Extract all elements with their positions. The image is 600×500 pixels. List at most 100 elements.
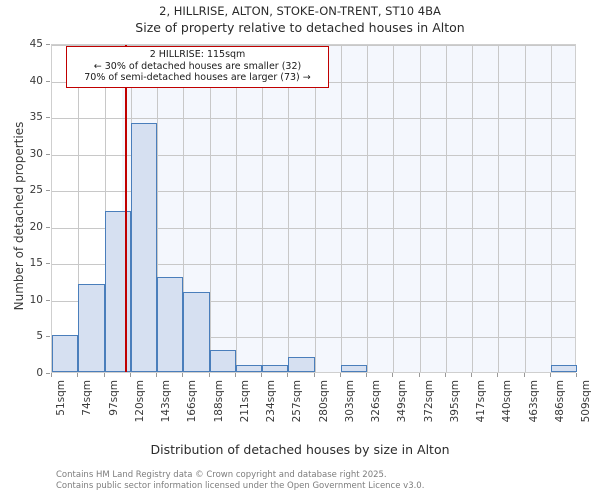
x-axis-tick-mark	[287, 373, 289, 377]
y-axis-tick-mark	[46, 226, 50, 228]
x-axis-tick-mark	[156, 373, 157, 377]
gridline-vertical	[262, 45, 263, 372]
gridline-horizontal	[52, 300, 575, 302]
footer-line-1: Contains HM Land Registry data © Crown c…	[56, 470, 387, 480]
x-axis-tick-label: 97sqm	[107, 380, 120, 416]
gridline-vertical	[419, 45, 421, 372]
annotation-line-2: ← 30% of detached houses are smaller (32…	[93, 60, 302, 72]
gridline-horizontal	[52, 118, 575, 120]
gridline-horizontal	[52, 191, 575, 193]
x-axis-tick-mark	[103, 373, 105, 377]
gridline-vertical	[235, 45, 237, 372]
histogram-bar	[157, 276, 184, 372]
x-axis-tick-label: 463sqm	[527, 380, 540, 423]
x-axis-tick-label: 326sqm	[370, 380, 382, 423]
histogram-bar	[130, 123, 157, 372]
gridline-vertical	[314, 45, 316, 372]
gridline-vertical	[393, 45, 395, 372]
chart-title-block: 2, HILLRISE, ALTON, STOKE-ON-TRENT, ST10…	[0, 0, 600, 36]
gridline-vertical	[524, 45, 526, 372]
y-axis-title: Number of detached properties	[12, 121, 26, 311]
x-axis-tick-label: 303sqm	[343, 380, 356, 423]
x-axis-tick-label: 143sqm	[160, 380, 172, 423]
y-axis-tick-mark	[46, 44, 50, 45]
y-axis-tick-label: 20	[29, 220, 43, 233]
footer-attribution: Contains HM Land Registry data © Crown c…	[56, 470, 576, 492]
chart-title: 2, HILLRISE, ALTON, STOKE-ON-TRENT, ST10…	[159, 4, 441, 18]
gridline-vertical	[288, 45, 290, 372]
subject-property-marker-line	[125, 45, 128, 372]
x-axis-tick-mark	[208, 373, 210, 377]
x-axis-tick-label: 74sqm	[81, 380, 94, 416]
x-axis-tick-mark	[51, 373, 52, 377]
x-axis-tick-label: 51sqm	[55, 380, 67, 416]
footer-line-2: Contains public sector information licen…	[56, 481, 425, 491]
chart-subtitle: Size of property relative to detached ho…	[135, 20, 465, 35]
gridline-vertical	[78, 45, 80, 372]
gridline-vertical	[209, 45, 211, 372]
y-axis-tick-label: 10	[29, 293, 43, 306]
x-axis-tick-mark	[471, 373, 472, 377]
x-axis-tick-label: 349sqm	[396, 380, 409, 423]
x-axis-title: Distribution of detached houses by size …	[150, 442, 450, 457]
x-axis-tick-mark	[339, 373, 341, 377]
y-axis-tick-label: 25	[29, 184, 43, 197]
x-axis-tick-mark	[392, 373, 394, 377]
x-axis-tick-mark	[366, 373, 367, 377]
y-axis-tick-mark	[46, 373, 50, 374]
x-axis-tick-label: 486sqm	[553, 380, 566, 423]
y-axis-tick-mark	[46, 336, 50, 338]
x-axis-tick-label: 211sqm	[238, 380, 251, 423]
x-axis-tick-label: 120sqm	[133, 380, 146, 423]
histogram-bar	[235, 364, 262, 372]
x-axis-tick-label: 188sqm	[212, 380, 225, 423]
gridline-horizontal	[52, 45, 575, 46]
histogram-bar	[183, 291, 210, 372]
histogram-bar	[78, 284, 105, 372]
gridline-vertical	[445, 45, 447, 372]
gridline-vertical	[340, 45, 342, 372]
x-axis-tick-mark	[418, 373, 420, 377]
x-axis-tick-label: 395sqm	[448, 380, 461, 423]
gridline-horizontal	[52, 227, 575, 229]
gridline-horizontal	[52, 337, 575, 339]
plot-area	[51, 44, 577, 373]
gridline-vertical	[157, 45, 158, 372]
x-axis-tick-mark	[549, 373, 551, 377]
x-axis-tick-mark	[234, 373, 236, 377]
x-axis-tick-labels: 51sqm 74sqm 97sqm 120sqm 143sqm 166sqm 188sqm 2…	[0, 373, 600, 443]
x-axis-tick-label: 280sqm	[317, 380, 330, 423]
x-axis-tick-label: 234sqm	[265, 380, 277, 423]
gridline-horizontal	[52, 154, 575, 156]
y-axis-tick-mark	[46, 299, 50, 301]
gridline-vertical	[498, 45, 500, 372]
gridline-vertical	[472, 45, 473, 372]
y-axis-tick-label: 40	[29, 74, 43, 87]
x-axis-tick-mark	[261, 373, 262, 377]
gridline-vertical	[367, 45, 368, 372]
x-axis-tick-mark	[444, 373, 446, 377]
annotation-box: 2 HILLRISE: 115sqm ← 30% of detached hou…	[66, 46, 329, 88]
x-axis-tick-mark	[313, 373, 315, 377]
gridline-vertical	[104, 45, 106, 372]
y-axis-tick-label: 35	[29, 111, 43, 124]
x-axis-tick-label: 257sqm	[291, 380, 304, 423]
x-axis-tick-label: 440sqm	[501, 380, 514, 423]
y-axis-tick-label: 0	[36, 367, 43, 379]
annotation-line-3: 70% of semi-detached houses are larger (…	[84, 72, 311, 83]
y-axis-tick-label: 5	[36, 330, 43, 343]
y-axis-tick-mark	[46, 117, 50, 119]
histogram-bar	[52, 335, 79, 372]
y-axis-tick-label: 30	[29, 147, 43, 160]
histogram-bar	[550, 364, 577, 372]
histogram-bar	[209, 350, 236, 372]
x-axis-tick-mark	[523, 373, 525, 377]
gridline-horizontal	[52, 264, 575, 266]
x-axis-tick-label: 372sqm	[422, 380, 435, 423]
x-axis-tick-mark	[77, 373, 79, 377]
y-axis-tick-mark	[46, 153, 50, 155]
x-axis-tick-label: 417sqm	[475, 380, 487, 423]
annotation-line-1: 2 HILLRISE: 115sqm	[149, 49, 246, 60]
x-axis-tick-mark	[182, 373, 184, 377]
y-axis-tick-labels: 0 5 10 15 20 25 30 35 40 45	[0, 0, 50, 500]
